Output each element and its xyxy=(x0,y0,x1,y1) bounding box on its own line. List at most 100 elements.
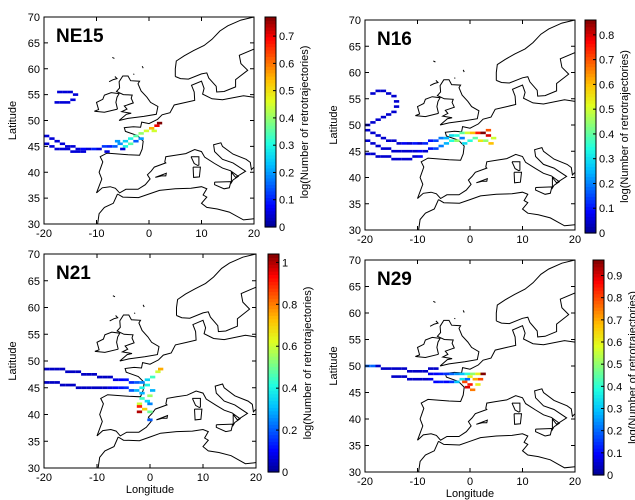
trajectory-cell xyxy=(407,149,413,153)
colorbar-segment xyxy=(593,384,604,389)
y-tick-label: 60 xyxy=(28,64,40,76)
trajectory-cell xyxy=(386,147,392,150)
colorbar-segment xyxy=(593,286,604,291)
trajectory-cell xyxy=(391,157,397,161)
trajectory-cell xyxy=(139,386,145,390)
colorbar-segment xyxy=(268,356,279,361)
colorbar-segment xyxy=(265,82,276,87)
coastline xyxy=(175,48,254,93)
colorbar-segment xyxy=(593,280,604,285)
colorbar-segment xyxy=(268,393,279,398)
trajectory-cell xyxy=(375,118,381,121)
y-tick-label: 45 xyxy=(28,141,40,153)
trajectory-cell xyxy=(86,147,92,151)
trajectory-cell xyxy=(375,155,381,158)
colorbar-tick-label: 0.4 xyxy=(607,381,622,393)
colorbar-segment xyxy=(585,206,596,211)
colorbar-segment xyxy=(593,411,604,416)
coastline xyxy=(495,260,575,321)
colorbar-segment xyxy=(268,294,279,299)
colorbar-segment xyxy=(268,291,279,296)
colorbar-segment xyxy=(268,271,279,276)
trajectory-cell xyxy=(128,137,134,140)
trajectory-cell xyxy=(391,139,397,142)
coastline xyxy=(454,317,456,320)
trajectory-cell xyxy=(375,144,381,148)
colorbar-segment xyxy=(268,342,279,347)
y-tick-label: 50 xyxy=(28,356,40,368)
y-tick-label: 50 xyxy=(349,120,361,132)
trajectory-cell xyxy=(443,136,450,140)
colorbar-segment xyxy=(268,390,279,395)
colorbar-segment xyxy=(265,144,276,149)
colorbar-segment xyxy=(585,39,596,44)
trajectory-cell xyxy=(393,100,400,103)
trajectory-cell xyxy=(139,381,145,384)
trajectory-cell xyxy=(54,367,60,371)
colorbar-segment xyxy=(585,209,596,214)
colorbar-segment xyxy=(265,20,276,25)
trajectory-cell xyxy=(475,131,481,135)
colorbar-segment xyxy=(585,133,596,138)
colorbar-segment xyxy=(268,359,279,364)
trajectory-cell xyxy=(459,131,465,135)
trajectory-cell xyxy=(396,142,402,145)
colorbar-segment xyxy=(268,366,279,371)
colorbar-segment xyxy=(585,29,596,34)
trajectory-cell xyxy=(370,152,376,156)
trajectory-cell xyxy=(417,370,423,373)
coastline xyxy=(513,413,523,425)
colorbar-segment xyxy=(268,383,279,388)
trajectory-cell xyxy=(422,377,429,381)
coastline xyxy=(476,419,488,425)
trajectory-cell xyxy=(391,110,397,114)
y-tick-label: 40 xyxy=(349,173,361,185)
trajectory-cell xyxy=(380,115,387,119)
x-tick-label: 20 xyxy=(569,476,581,488)
colorbar-segment xyxy=(585,229,596,234)
colorbar-segment xyxy=(265,204,276,208)
y-tick-label: 35 xyxy=(28,193,40,205)
colorbar-segment xyxy=(585,186,596,191)
colorbar-segment xyxy=(268,434,279,439)
trajectory-cell xyxy=(97,386,103,390)
trajectory-cell xyxy=(91,373,97,376)
colorbar-segment xyxy=(265,69,276,74)
coastline xyxy=(438,191,575,227)
trajectory-cell xyxy=(391,149,397,153)
colorbar-segment xyxy=(265,26,276,31)
trajectory-cell xyxy=(150,375,156,379)
coastline xyxy=(116,314,160,362)
trajectory-cell xyxy=(488,142,494,145)
coastline xyxy=(117,428,256,465)
colorbar-segment xyxy=(265,167,276,172)
colorbar-segment xyxy=(585,163,596,168)
trajectory-cell xyxy=(433,372,439,376)
y-tick-label: 30 xyxy=(28,463,40,475)
coastline xyxy=(495,20,575,81)
plot-background xyxy=(365,20,575,230)
colorbar-segment xyxy=(265,99,276,103)
colorbar-label: log(Number of retrotrajectories) xyxy=(302,287,314,440)
coastline xyxy=(190,156,200,167)
colorbar: 0 0.1 0.2 0.3 0.4 0.5 0.6 0.7 log(Number of retr… xyxy=(264,16,311,234)
trajectory-cell xyxy=(138,137,144,140)
trajectory-cell xyxy=(128,381,135,384)
y-tick-label: 70 xyxy=(28,249,40,261)
trajectory-cell xyxy=(104,150,110,153)
colorbar-segment xyxy=(593,374,604,379)
colorbar-segment xyxy=(268,277,279,282)
trajectory-cell xyxy=(143,129,150,133)
y-tick-label: 35 xyxy=(349,199,361,211)
colorbar-segment xyxy=(265,39,276,44)
colorbar-segment xyxy=(268,274,279,279)
trajectory-cell xyxy=(133,139,139,143)
x-tick-label: 20 xyxy=(250,472,262,484)
colorbar-segment xyxy=(585,176,596,181)
colorbar-segment xyxy=(265,53,276,57)
trajectory-cell xyxy=(139,391,145,395)
trajectory-cell xyxy=(485,128,492,132)
x-tick-label: 0 xyxy=(467,234,473,246)
x-tick-label: 0 xyxy=(146,228,152,240)
trajectory-cell xyxy=(144,383,150,387)
